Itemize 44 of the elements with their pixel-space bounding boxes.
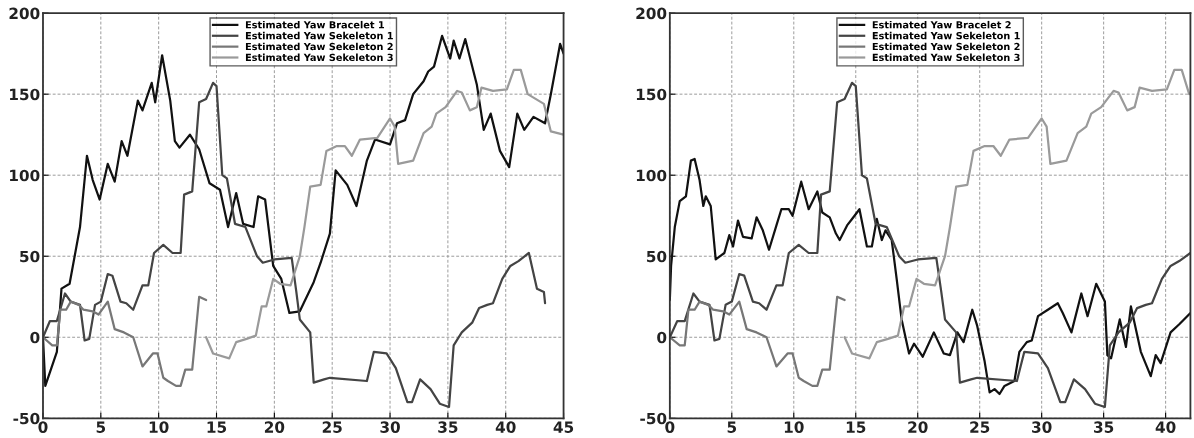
y-tick-label: -50: [640, 412, 667, 425]
x-tick-label: 25: [322, 421, 342, 433]
legend-label: Estimated Yaw Sekeleton 1: [245, 31, 393, 40]
x-tick-label: 10: [149, 421, 169, 433]
line-series: [669, 81, 1191, 409]
x-tick-label: 10: [784, 421, 804, 433]
x-tick-label: 0: [38, 421, 48, 433]
x-tick-label: 15: [207, 421, 227, 433]
x-tick-label: 45: [553, 421, 574, 433]
y-tick-label: 100: [10, 169, 40, 182]
y-tick-label: 0: [657, 331, 667, 344]
legend-label: Estimated Yaw Sekeleton 2: [245, 42, 393, 51]
x-tick-label: 5: [96, 421, 106, 433]
legend-label: Estimated Yaw Sekeleton 3: [245, 53, 393, 62]
line-series: [42, 295, 208, 387]
x-tick-label: 30: [1032, 421, 1052, 433]
y-tick-label: 100: [636, 169, 667, 182]
x-tick-label: 40: [1155, 421, 1176, 433]
legend-label: Estimated Yaw Sekeleton 2: [872, 42, 1020, 51]
y-tick-label: 200: [636, 7, 667, 20]
legend-label: Estimated Yaw Bracelet 2: [872, 20, 1011, 29]
y-tick-label: 50: [20, 250, 40, 263]
y-tick-label: 50: [646, 250, 667, 263]
x-tick-label: 5: [727, 421, 737, 433]
y-tick-label: -50: [13, 412, 40, 425]
legend-label: Estimated Yaw Sekeleton 1: [872, 31, 1020, 40]
x-tick-label: 25: [970, 421, 990, 433]
y-tick-label: 0: [30, 331, 40, 344]
x-tick-label: 35: [1094, 421, 1114, 433]
line-series: [669, 295, 846, 387]
y-tick-label: 150: [636, 88, 667, 101]
legend-label: Estimated Yaw Bracelet 1: [245, 20, 385, 29]
x-tick-label: 0: [665, 421, 675, 433]
x-tick-label: 40: [495, 421, 516, 433]
legend-label: Estimated Yaw Sekeleton 3: [872, 53, 1020, 62]
line-series: [42, 81, 547, 409]
x-tick-label: 15: [846, 421, 866, 433]
line-series: [669, 157, 1191, 396]
x-tick-label: 30: [380, 421, 400, 433]
x-tick-label: 20: [264, 421, 285, 433]
x-tick-label: 20: [908, 421, 928, 433]
y-tick-label: 150: [10, 88, 40, 101]
x-tick-label: 35: [438, 421, 458, 433]
y-tick-label: 200: [9, 7, 40, 20]
